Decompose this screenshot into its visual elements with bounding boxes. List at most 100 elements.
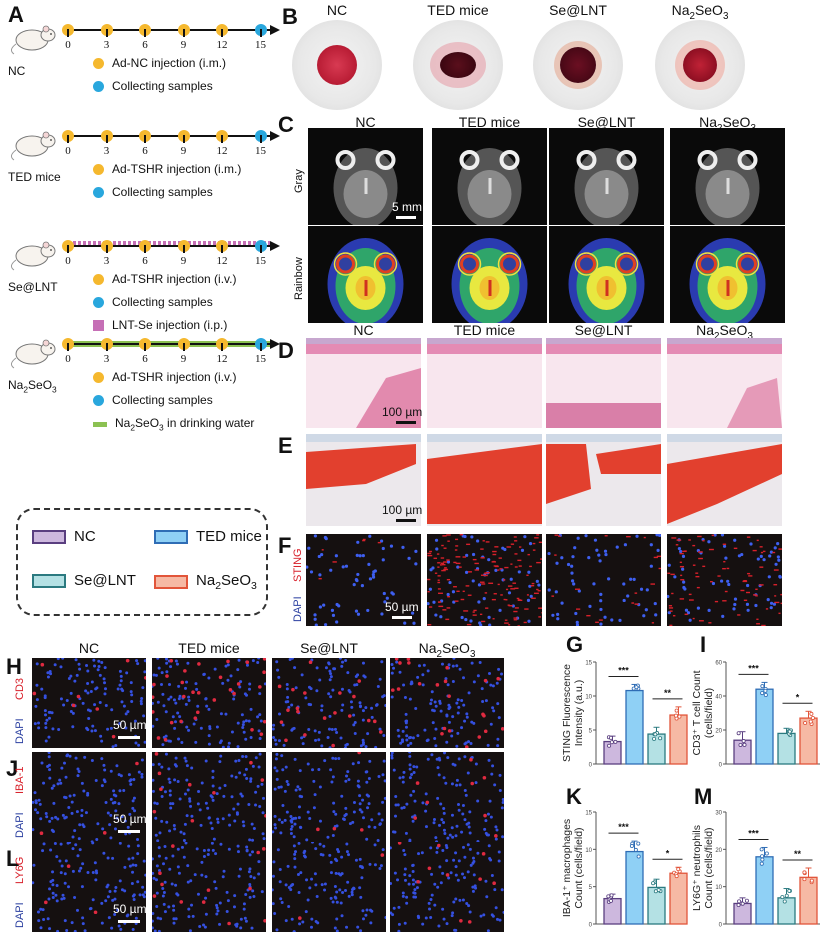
timeline-axis [68, 135, 270, 137]
scale-bar-e [396, 519, 416, 522]
svg-text:30: 30 [715, 811, 722, 817]
stain-label-dapi: DAPI [14, 812, 26, 838]
legend-swatch-na2seo3 [154, 575, 188, 589]
timeline-tick [144, 245, 146, 253]
timeline-day-label: 6 [142, 145, 148, 157]
timeline-day-label: 3 [103, 39, 110, 51]
schedule-legend-text: Collecting samples [112, 79, 213, 93]
column-title-ted-mice: TED mice [453, 322, 516, 338]
svg-text:***: *** [748, 663, 759, 673]
timeline-arrow-icon [270, 25, 280, 35]
timeline-arrow-icon [270, 241, 280, 251]
column-title-nc: NC [78, 640, 100, 656]
injection-dot-icon [93, 273, 104, 285]
column-title-se-lnt: Se@LNT [300, 640, 358, 656]
column-title-ted-mice: TED mice [458, 114, 521, 130]
schedule-legend-text: Ad-NC injection (i.m.) [112, 56, 227, 70]
timeline-tick [221, 29, 223, 37]
timeline-axis [68, 29, 270, 31]
timeline-tick [144, 29, 146, 37]
timeline-tick [182, 29, 185, 37]
timeline-day-label: 6 [142, 39, 148, 51]
bar-chart-g: STING Fluorescence Intensity (a.u.) 0 5 10 15… [560, 650, 690, 780]
mouse-icon [8, 126, 60, 162]
timeline-tick [105, 245, 108, 253]
collect-dot-icon [93, 80, 104, 92]
svg-text:0: 0 [719, 763, 723, 769]
legend-label-na2seo3: Na2SeO3 [196, 572, 257, 592]
timeline-tick [144, 343, 146, 351]
column-title-se-lnt: Se@LNT [577, 114, 636, 130]
timeline-tick [144, 135, 146, 143]
mri-rainbow-na2seo3 [670, 226, 785, 323]
timeline-tick [105, 135, 108, 143]
mri-rainbow-ted-mice [432, 226, 547, 323]
injection-dot-icon [93, 371, 104, 383]
eye-photo-na2seo3 [655, 20, 745, 110]
timeline-tick [67, 29, 69, 37]
if-image-iba-1-ted-mice [152, 752, 266, 842]
timeline-day-label: 9 [180, 145, 187, 157]
oil-red-stain-nc [306, 434, 421, 526]
timeline-tick [67, 245, 69, 253]
svg-text:0: 0 [589, 763, 593, 769]
timeline-day-label: 15 [255, 39, 266, 51]
he-stain-nc [306, 338, 421, 428]
mouse-icon [8, 20, 60, 56]
timeline-day-label: 15 [255, 353, 266, 365]
oil-red-stain-se-lnt [546, 434, 661, 526]
column-title-ted-mice: TED mice [427, 2, 489, 18]
timeline-axis [68, 245, 270, 247]
timeline-day-label: 0 [65, 39, 71, 51]
legend-item-se-lnt: Se@LNT [32, 572, 136, 589]
stain-label-iba-1: IBA-1 [14, 766, 26, 794]
panel-letter-c: C [278, 112, 294, 137]
scale-bar-label: 50 µm [113, 812, 147, 826]
timeline-day-label: 6 [142, 255, 148, 267]
panel-letter-d: D [278, 338, 294, 363]
timeline-day-label: 12 [216, 145, 228, 157]
he-stain-se-lnt [546, 338, 661, 428]
svg-text:LY6G⁺ neutrophils: LY6G⁺ neutrophils [691, 825, 703, 911]
panel-letter-g: G [566, 632, 584, 657]
if-image-iba-1-na2seo3 [390, 752, 504, 842]
panel-letter-j: J [6, 756, 19, 781]
schedule-legend-text: Collecting samples [112, 185, 213, 199]
scale-bar-label-e: 100 µm [382, 503, 423, 517]
legend-label-se-lnt: Se@LNT [74, 572, 136, 589]
timeline-tick [182, 135, 185, 143]
svg-text:Count (cells/field): Count (cells/field) [573, 827, 585, 908]
schedule-legend-text: Ad-TSHR injection (i.v.) [112, 370, 237, 384]
timeline-day-label: 12 [216, 353, 228, 365]
column-title-se-lnt: Se@LNT [549, 2, 607, 18]
svg-text:15: 15 [585, 811, 592, 817]
svg-text:CD3⁺ T cell Count: CD3⁺ T cell Count [691, 670, 703, 755]
schedule-legend-item: Na2SeO3 in drinking water [93, 416, 254, 432]
eye-pupil [317, 45, 357, 85]
group-label-nc: NC [8, 64, 26, 78]
group-label-se-lnt: Se@LNT [8, 280, 58, 294]
if-image-iba-1-nc [32, 752, 146, 842]
if-image-cd3-nc [32, 658, 146, 748]
schedule-legend-text: Na2SeO3 in drinking water [115, 416, 255, 433]
schedule-legend-item: Ad-TSHR injection (i.v.) [93, 272, 236, 286]
svg-text:**: ** [794, 849, 802, 859]
row-label-rainbow: Rainbow [293, 257, 305, 300]
stain-label-dapi: DAPI [292, 596, 304, 622]
svg-text:5: 5 [589, 729, 593, 735]
eye-pupil [683, 48, 717, 82]
bar-chart-i: CD3⁺ T cell Count (cells/field) 0 20 40 60 ***… [690, 650, 824, 780]
timeline-day-label: 12 [216, 39, 228, 51]
legend-item-ted: TED mice [154, 528, 262, 545]
timeline-axis [68, 343, 270, 345]
he-stain-ted-mice [427, 338, 542, 428]
panel-letter-h: H [6, 654, 22, 679]
panel-letter-b: B [282, 4, 298, 29]
collect-dot-icon [93, 296, 104, 308]
timeline-tick [221, 135, 223, 143]
svg-text:40: 40 [715, 695, 722, 701]
scale-bar [118, 830, 140, 833]
if-image-cd3-ted-mice [152, 658, 266, 748]
if-image-ly6g-ted-mice [152, 842, 266, 932]
legend-swatch-ted [154, 529, 188, 544]
